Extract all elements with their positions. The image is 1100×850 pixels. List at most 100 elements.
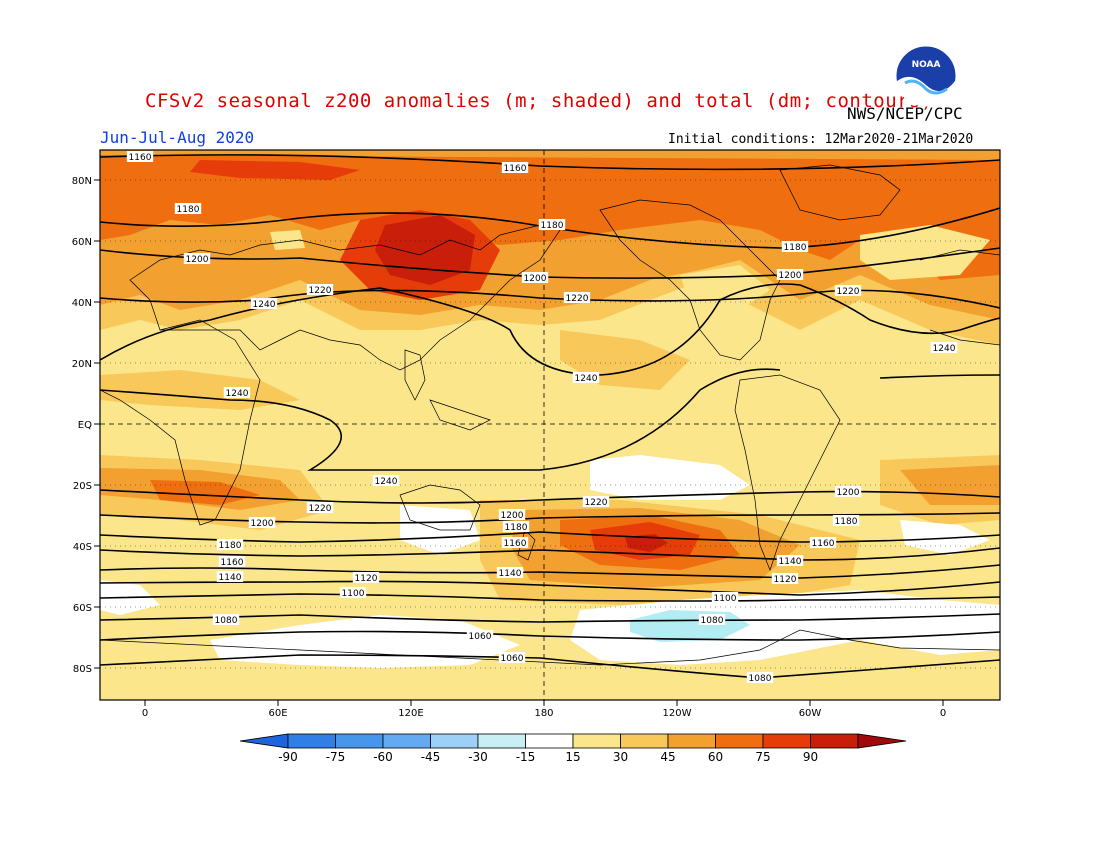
contour-label-bg — [776, 555, 804, 566]
anomaly-shading: 1160 1160 1180 1180 1180 1200 1200 1200 1220 1220… — [100, 150, 1000, 700]
contour-label: 1220 — [837, 287, 860, 297]
colorbar-swatch — [715, 733, 764, 749]
colorbar-tick-label: -45 — [421, 750, 441, 764]
contour-label-bg — [126, 151, 154, 162]
contour-label-bg — [776, 269, 804, 280]
contour-label-bg — [930, 342, 958, 353]
contour-label: 1060 — [469, 632, 492, 642]
contour-label-bg — [248, 517, 276, 528]
contour-label: 1180 — [541, 221, 564, 231]
lat-label: 60N — [72, 237, 92, 248]
colorbar-tick-label: -30 — [468, 750, 488, 764]
lat-label: 80N — [72, 176, 92, 187]
contour-label: 1240 — [933, 344, 956, 354]
colorbar: -90 -75 -60 -45 -30 -15 15 30 45 60 75 90 — [239, 733, 907, 764]
season-label: Jun-Jul-Aug 2020 — [100, 128, 255, 147]
contour-label: 1200 — [251, 519, 274, 529]
colorbar-tick-label: -75 — [326, 750, 346, 764]
coastlines — [100, 164, 1000, 666]
contour-label: 1180 — [784, 243, 807, 253]
latitude-axis: 80N 60N 40N 20N EQ 20S 40S 60S 80S — [72, 176, 100, 675]
contour-label-bg — [746, 672, 774, 683]
contour-label: 1200 — [186, 255, 209, 265]
contour-label: 1160 — [129, 153, 152, 163]
contour-label-bg — [698, 614, 726, 625]
contour-label: 1100 — [342, 589, 365, 599]
contour-label: 1220 — [309, 286, 332, 296]
contour-label-bg — [521, 272, 549, 283]
colorbar-swatch — [762, 733, 811, 749]
contour-label-bg — [501, 537, 529, 548]
contour-label: 1240 — [375, 477, 398, 487]
colorbar-tick-label: -15 — [516, 750, 536, 764]
contour-label-bg — [563, 292, 591, 303]
contour-label: 1080 — [701, 616, 724, 626]
contour-label-bg — [834, 486, 862, 497]
colorbar-tick-label: 15 — [565, 750, 580, 764]
contour-label: 1240 — [226, 389, 249, 399]
lat-label: 40N — [72, 298, 92, 309]
colorbar-swatch — [477, 733, 526, 749]
colorbar-tick-label: 60 — [708, 750, 723, 764]
longitude-axis: 0 60E 120E 180 120W 60W 0 — [142, 700, 946, 719]
colorbar-arrow-left — [239, 733, 289, 749]
contour-label: 1160 — [504, 539, 527, 549]
contour-label: 1080 — [749, 674, 772, 684]
colorbar-swatch — [335, 733, 384, 749]
contour-label-bg — [711, 592, 739, 603]
contour-label: 1160 — [221, 558, 244, 568]
colorbar-tick-label: 30 — [613, 750, 628, 764]
contour-label-bg — [809, 537, 837, 548]
colorbar-tick-label: 90 — [803, 750, 818, 764]
contour-label-bg — [498, 509, 526, 520]
colorbar-swatch — [430, 733, 479, 749]
contour-label-bg — [498, 652, 526, 663]
contour-label: 1240 — [575, 374, 598, 384]
contour-label-bg — [212, 614, 240, 625]
contour-label-bg — [572, 372, 600, 383]
lon-label: 120E — [398, 708, 423, 719]
contour-label: 1140 — [779, 557, 802, 567]
contour-label: 1120 — [355, 574, 378, 584]
contour-label: 1180 — [177, 205, 200, 215]
contour-label: 1140 — [499, 569, 522, 579]
contour-label: 1160 — [504, 164, 527, 174]
contour-label: 1100 — [714, 594, 737, 604]
contour-label-bg — [466, 630, 494, 641]
colorbar-swatch — [620, 733, 669, 749]
lat-label: 20S — [73, 481, 92, 492]
contour-label: 1060 — [501, 654, 524, 664]
colorbar-swatch — [287, 733, 336, 749]
lat-label: 60S — [73, 603, 92, 614]
contour-label: 1180 — [505, 523, 528, 533]
map-frame — [99, 149, 1001, 701]
colorbar-swatch — [810, 733, 859, 749]
contour-label-bg — [582, 496, 610, 507]
noaa-logo: NOAA — [895, 45, 957, 107]
colorbar-swatch — [525, 733, 574, 749]
contour-label-bg — [781, 241, 809, 252]
contour-label-bg — [250, 298, 278, 309]
colorbar-tick-label: 75 — [755, 750, 770, 764]
contour-label-bg — [501, 162, 529, 173]
contour-label-bg — [339, 587, 367, 598]
contour-label: 1220 — [585, 498, 608, 508]
contour-label: 1180 — [219, 541, 242, 551]
colorbar-swatch — [667, 733, 716, 749]
contour-label-bg — [223, 387, 251, 398]
contour-label-bg — [174, 203, 202, 214]
contour-label: 1220 — [566, 294, 589, 304]
contour-label-bg — [218, 556, 246, 567]
colorbar-arrow-right — [857, 733, 907, 749]
map-title: CFSv2 seasonal z200 anomalies (m; shaded… — [145, 90, 933, 112]
contour-label-bg — [832, 515, 860, 526]
agency-label: NWS/NCEP/CPC — [847, 104, 963, 123]
colorbar-tick-label: -60 — [373, 750, 393, 764]
contour-label-bg — [496, 567, 524, 578]
contour-label: 1140 — [219, 573, 242, 583]
lon-label: 180 — [534, 708, 553, 719]
contour-label-bg — [306, 502, 334, 513]
svg-text:NOAA: NOAA — [912, 60, 941, 70]
contour-labels: 1160 1160 1180 1180 1180 1200 1200 1200 1220 1220… — [126, 151, 958, 684]
